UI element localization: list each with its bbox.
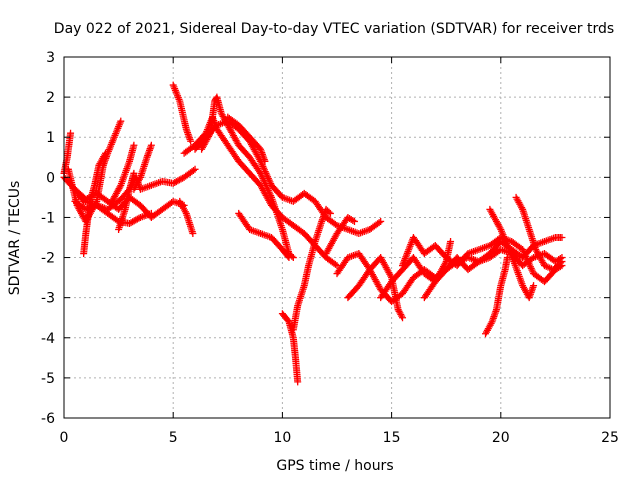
series-track-26 <box>486 205 538 302</box>
series-track-25 <box>482 254 511 338</box>
series-track-11 <box>176 197 197 237</box>
series-track-06 <box>80 149 109 258</box>
axis-ticks: 0 5 10 15 20 25 -6 -5 -4 -3 -2 -1 0 1 2 3 <box>41 50 619 446</box>
data-point-marker <box>349 216 357 224</box>
data-point-marker <box>116 183 124 191</box>
chart-title: Day 022 of 2021, Sidereal Day-to-day VTE… <box>54 21 614 37</box>
y-tick-label: 1 <box>46 130 55 146</box>
data-point-marker <box>375 219 383 227</box>
data-point-marker <box>326 209 334 217</box>
y-tick-label: -6 <box>41 411 55 427</box>
data-point-marker <box>67 129 75 137</box>
series-track-09 <box>115 169 138 233</box>
y-tick-label: 3 <box>46 50 55 66</box>
x-tick-label: 15 <box>383 430 401 446</box>
series-track-18 <box>289 205 334 334</box>
data-point-marker <box>117 117 125 125</box>
y-tick-label: 2 <box>46 90 55 106</box>
series-track-07 <box>108 141 138 205</box>
series-track-27 <box>512 193 566 274</box>
data-point-marker <box>294 378 302 386</box>
data-point-marker <box>398 312 406 320</box>
y-tick-label: -3 <box>41 291 55 307</box>
grid-lines <box>64 57 610 418</box>
data-point-marker <box>191 165 199 173</box>
data-point-marker <box>284 252 292 260</box>
data-point-marker <box>189 229 197 237</box>
data-point-marker <box>496 224 504 232</box>
data-point-marker <box>441 259 449 267</box>
data-point-marker <box>147 141 155 149</box>
series-track-14 <box>198 93 297 262</box>
data-point-marker <box>377 217 385 225</box>
data-point-marker <box>101 149 109 157</box>
data-point-marker <box>147 209 155 217</box>
series-track-10 <box>169 81 195 145</box>
y-tick-label: -5 <box>41 371 55 387</box>
data-point-marker <box>325 208 333 216</box>
data-point-marker <box>189 166 197 174</box>
y-axis-label: SDTVAR / TECUs <box>7 181 23 296</box>
data-point-marker <box>350 217 358 225</box>
data-point-marker <box>205 131 213 139</box>
y-tick-label: -1 <box>41 210 55 226</box>
data-point-marker <box>530 282 538 290</box>
data-point-marker <box>447 238 455 246</box>
x-axis-label: GPS time / hours <box>276 458 393 474</box>
x-tick-label: 25 <box>601 430 619 446</box>
series-track-19 <box>322 213 358 258</box>
data-point-marker <box>558 258 566 266</box>
y-tick-label: -2 <box>41 251 55 267</box>
data-point-marker <box>285 254 293 262</box>
series-track-15 <box>224 113 269 165</box>
data-points <box>60 81 566 386</box>
x-tick-label: 20 <box>492 430 510 446</box>
y-tick-label: -4 <box>41 331 55 347</box>
data-point-marker <box>331 260 339 268</box>
data-point-marker <box>135 214 143 222</box>
plot-frame <box>63 56 611 419</box>
x-tick-label: 5 <box>169 430 178 446</box>
data-point-marker <box>130 169 138 177</box>
series-track-08 <box>130 141 155 193</box>
series-track-24 <box>420 238 455 302</box>
series-track-16 <box>235 209 293 262</box>
data-point-marker <box>399 314 407 322</box>
series-track-21 <box>344 254 407 322</box>
data-point-marker <box>187 137 195 145</box>
data-point-marker <box>261 157 269 165</box>
data-point-marker <box>558 234 566 241</box>
y-tick-label: 0 <box>46 170 55 186</box>
data-point-marker <box>284 316 292 324</box>
x-tick-label: 10 <box>273 430 291 446</box>
series-track-17 <box>278 310 302 386</box>
data-point-marker <box>556 259 564 267</box>
data-point-marker <box>130 141 138 149</box>
x-tick-label: 0 <box>60 430 69 446</box>
